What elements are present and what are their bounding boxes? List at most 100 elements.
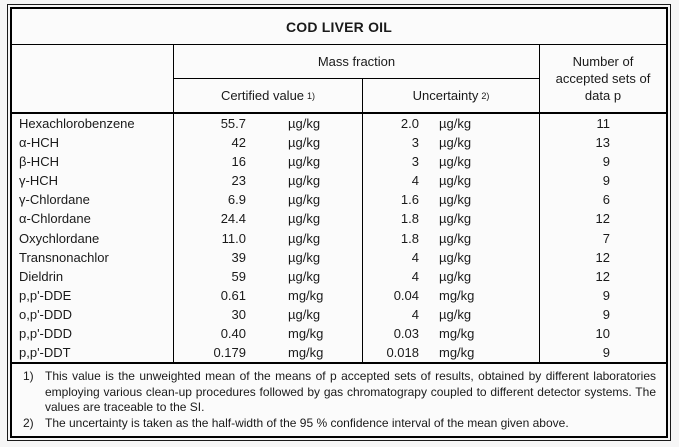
table-row: Oxychlordane 11.0 µg/kg 1.8 µg/kg 7 — [12, 228, 666, 248]
table-row: α-HCH 42 µg/kg 3 µg/kg 13 — [12, 133, 666, 153]
uncertainty-value: 4 — [411, 173, 419, 189]
table-title: COD LIVER OIL — [12, 9, 666, 45]
accepted-sets-cell: 12 — [540, 248, 666, 267]
analyte-name: α-Chlordane — [19, 211, 91, 227]
accepted-sets-value: 11 — [596, 116, 611, 132]
footnote-text: This value is the unweighted mean of the… — [45, 369, 656, 414]
certified-value-unit: µg/kg — [288, 154, 321, 170]
accepted-sets-value: 9 — [602, 287, 610, 303]
uncertainty-unit: mg/kg — [439, 325, 475, 341]
uncertainty-unit: µg/kg — [439, 230, 472, 246]
footnote-marker: 1) — [23, 369, 34, 383]
certified-value-unit: µg/kg — [288, 211, 321, 227]
header-accepted-sets: Number of accepted sets of data p — [540, 45, 666, 112]
certified-value: 11.0 — [221, 230, 246, 246]
certified-value: 0.40 — [220, 325, 246, 341]
uncertainty-cell: 3 µg/kg — [363, 133, 540, 153]
accepted-sets-cell: 9 — [540, 343, 666, 362]
uncertainty-cell: 0.018 mg/kg — [363, 342, 540, 363]
uncertainty-unit: µg/kg — [439, 249, 472, 265]
accepted-sets-value: 12 — [595, 268, 610, 284]
certified-value-cell: 30 µg/kg — [174, 304, 363, 324]
uncertainty-unit: µg/kg — [439, 306, 472, 322]
footnote: 1) This value is the unweighted mean of … — [18, 369, 656, 416]
certified-value-unit: µg/kg — [288, 249, 321, 265]
certified-value-cell: 42 µg/kg — [174, 133, 363, 153]
uncertainty-value: 1.8 — [400, 230, 419, 246]
uncertainty-cell: 2.0 µg/kg — [363, 114, 540, 134]
uncertainty-value: 2.0 — [400, 116, 419, 132]
uncertainty-value: 4 — [411, 268, 419, 284]
uncertainty-unit: µg/kg — [439, 268, 472, 284]
analyte-name-cell: γ-Chlordane — [12, 190, 174, 210]
table-row: p,p'-DDT 0.179 mg/kg 0.018 mg/kg 9 — [12, 342, 666, 363]
table-row: α-Chlordane 24.4 µg/kg 1.8 µg/kg 12 — [12, 209, 666, 229]
header-certified-value: Certified value 1) — [174, 79, 363, 112]
uncertainty-value: 4 — [411, 306, 419, 322]
certified-value-unit: µg/kg — [288, 268, 321, 284]
certified-value-unit: µg/kg — [288, 306, 321, 322]
certified-value-unit: mg/kg — [288, 344, 324, 360]
header-mass-fraction-label: Mass fraction — [317, 54, 396, 69]
accepted-sets-cell: 6 — [540, 190, 666, 209]
uncertainty-unit: µg/kg — [439, 173, 472, 189]
certified-value-cell: 16 µg/kg — [174, 152, 363, 172]
uncertainty-cell: 4 µg/kg — [363, 266, 540, 286]
analyte-name-cell: Dieldrin — [12, 266, 174, 286]
certified-value-unit: µg/kg — [288, 192, 321, 208]
table-title-text: COD LIVER OIL — [285, 18, 393, 35]
accepted-sets-value: 7 — [602, 230, 610, 246]
uncertainty-value: 0.04 — [393, 287, 419, 303]
uncertainty-cell: 4 µg/kg — [363, 304, 540, 324]
certificate-table-frame: COD LIVER OIL Mass fraction Number of ac… — [7, 4, 671, 441]
accepted-sets-value: 13 — [595, 135, 610, 151]
accepted-sets-value: 10 — [595, 325, 610, 341]
table-row: Dieldrin 59 µg/kg 4 µg/kg 12 — [12, 266, 666, 286]
uncertainty-cell: 4 µg/kg — [363, 171, 540, 191]
certified-value: 6.9 — [227, 192, 246, 208]
certified-value-cell: 6.9 µg/kg — [174, 190, 363, 210]
uncertainty-value: 1.8 — [400, 211, 419, 227]
accepted-sets-cell: 12 — [540, 209, 666, 228]
analyte-name: α-HCH — [19, 135, 60, 151]
certified-value-cell: 55.7 µg/kg — [174, 114, 363, 134]
table-header: Mass fraction Number of accepted sets of… — [12, 45, 666, 114]
analyte-name: p,p'-DDD — [19, 325, 73, 341]
certified-value-cell: 39 µg/kg — [174, 247, 363, 267]
table-row: p,p'-DDD 0.40 mg/kg 0.03 mg/kg 10 — [12, 323, 666, 343]
header-uncertainty: Uncertainty 2) — [363, 79, 540, 112]
footnote-marker: 2) — [23, 415, 34, 430]
footnote: 2) The uncertainty is taken as the half-… — [18, 416, 656, 432]
certified-value: 30 — [231, 306, 246, 322]
table-row: β-HCH 16 µg/kg 3 µg/kg 9 — [12, 152, 666, 172]
analyte-name-cell: o,p'-DDD — [12, 304, 174, 324]
analyte-name-cell: p,p'-DDT — [12, 342, 174, 363]
header-certified-value-label: Certified value — [220, 88, 305, 103]
certified-value-unit: mg/kg — [288, 325, 324, 341]
uncertainty-unit: µg/kg — [439, 211, 472, 227]
footnote-text: The uncertainty is taken as the half-wid… — [45, 415, 569, 430]
accepted-sets-cell: 9 — [540, 286, 666, 305]
certified-value: 55.7 — [220, 116, 246, 132]
certified-value-cell: 59 µg/kg — [174, 266, 363, 286]
analyte-name-cell: p,p'-DDE — [12, 285, 174, 305]
analyte-name: γ-Chlordane — [19, 192, 90, 208]
certified-value-cell: 0.61 mg/kg — [174, 285, 363, 305]
analyte-name-cell: γ-HCH — [12, 171, 174, 191]
uncertainty-unit: µg/kg — [439, 192, 472, 208]
certified-value-cell: 23 µg/kg — [174, 171, 363, 191]
accepted-sets-cell: 12 — [540, 267, 666, 286]
uncertainty-value: 3 — [411, 135, 419, 151]
analyte-name: Hexachlorobenzene — [19, 116, 135, 132]
analyte-name-cell: Oxychlordane — [12, 228, 174, 248]
accepted-sets-value: 12 — [595, 249, 610, 265]
header-accepted-sets-label: Number of accepted sets of data p — [555, 54, 651, 103]
accepted-sets-value: 6 — [602, 192, 610, 208]
accepted-sets-value: 9 — [602, 154, 610, 170]
certified-value-cell: 24.4 µg/kg — [174, 209, 363, 229]
accepted-sets-value: 9 — [602, 306, 610, 322]
certified-value-unit: µg/kg — [288, 135, 321, 151]
uncertainty-cell: 0.03 mg/kg — [363, 323, 540, 343]
footnotes-section: 1) This value is the unweighted mean of … — [12, 362, 666, 436]
analyte-name: γ-HCH — [19, 173, 58, 189]
